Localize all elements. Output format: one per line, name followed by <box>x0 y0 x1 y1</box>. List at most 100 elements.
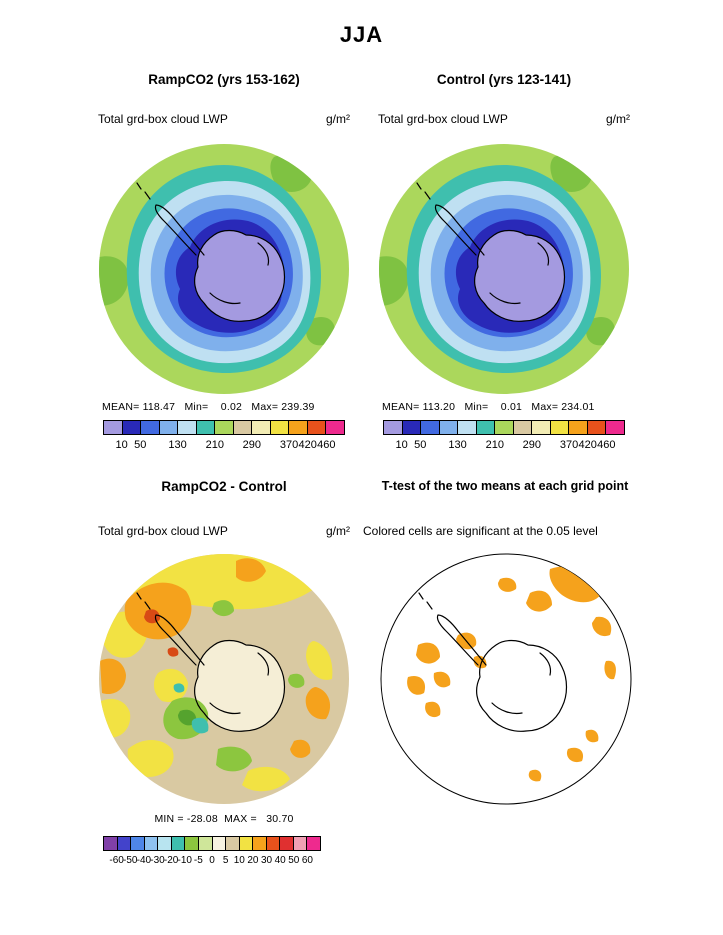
significance-map <box>381 554 631 804</box>
colorbar-tick-label: 210 <box>485 439 504 451</box>
colorbar-cell <box>158 837 172 850</box>
panel-title-ttest: T-test of the two means at each grid poi… <box>381 479 629 493</box>
colorbar-cell <box>144 837 159 850</box>
colorbar-cell <box>293 837 308 850</box>
colorbar-tick-label: -10 <box>177 855 192 866</box>
colorbar-tick-label: -5 <box>193 855 203 866</box>
colorbar-cell <box>307 421 327 434</box>
colorbar-difference <box>103 836 321 851</box>
colorbar-control <box>383 420 625 435</box>
colorbar-tick-label: 10 <box>395 439 408 451</box>
stats-control: MEAN= 113.20 Min= 0.01 Max= 234.01 <box>382 401 595 413</box>
subtitle-row-rampco2: Total grd-box cloud LWP g/m² <box>98 112 350 126</box>
colorbar-tick-label: 290 <box>242 439 262 451</box>
colorbar-cell <box>606 421 624 434</box>
colorbar-tick-label: 420 <box>298 439 317 451</box>
stats-rampco2: MEAN= 118.47 Min= 0.02 Max= 239.39 <box>102 401 315 413</box>
stats-difference: MIN = -28.08 MAX = 30.70 <box>154 813 294 825</box>
colorbar-tick-label: 370 <box>559 439 579 451</box>
colorbar-tick-label: 370 <box>279 439 299 451</box>
panel-title-difference: RampCO2 - Control <box>161 479 287 494</box>
colorbar-ticks-control: 10 50 130 210 290 370 420 460 <box>383 439 625 453</box>
map-ttest <box>380 553 632 805</box>
colorbar-cell <box>252 421 271 434</box>
colorbar-cell <box>226 837 240 850</box>
colorbar-tick-label: 50 <box>134 439 147 451</box>
difference-contour-map <box>98 553 350 805</box>
variable-label: Total grd-box cloud LWP <box>98 524 228 538</box>
variable-label: Total grd-box cloud LWP <box>98 112 228 126</box>
colorbar-ticks-difference: -60 -50 -40 -30 -20 -10 -5 0 5 10 20 30 40 50 60 <box>103 855 321 869</box>
colorbar-cell <box>421 421 440 434</box>
colorbar-cell <box>185 837 199 850</box>
colorbar-tick-label: 50 <box>414 439 427 451</box>
colorbar-tick-label: 10 <box>115 439 128 451</box>
colorbar-tick-label: 460 <box>597 439 616 451</box>
colorbar-cell <box>122 421 142 434</box>
colorbar-cell <box>159 421 179 434</box>
colorbar-ticks-rampco2: 10 50 130 210 290 370 420 460 <box>103 439 345 453</box>
colorbar-cell <box>178 421 197 434</box>
colorbar-cell <box>104 837 118 850</box>
figure-title: JJA <box>339 22 384 47</box>
colorbar-cell <box>198 837 213 850</box>
colorbar-tick-label: -60 <box>109 855 124 866</box>
lwp-contour-map <box>378 143 630 395</box>
colorbar-cell <box>280 837 294 850</box>
colorbar-cell <box>476 421 496 434</box>
subtitle-row-difference: Total grd-box cloud LWP g/m² <box>98 524 350 538</box>
colorbar-cell <box>131 837 145 850</box>
map-control <box>378 143 630 395</box>
colorbar-tick-label: 60 <box>301 855 313 866</box>
colorbar-tick-label: -40 <box>136 855 152 866</box>
colorbar-tick-label: 40 <box>274 855 286 866</box>
colorbar-cell <box>439 421 459 434</box>
units-label: g/m² <box>326 112 350 126</box>
colorbar-cell <box>104 421 123 434</box>
colorbar-tick-label: 20 <box>247 855 259 866</box>
colorbar-tick-label: -30 <box>150 855 165 866</box>
colorbar-cell <box>326 421 344 434</box>
units-label: g/m² <box>326 524 350 538</box>
map-rampco2 <box>98 143 350 395</box>
colorbar-tick-label: 130 <box>168 439 187 451</box>
colorbar-cell <box>253 837 267 850</box>
colorbar-tick-label: -50 <box>123 855 138 866</box>
colorbar-cell <box>212 837 227 850</box>
colorbar-cell <box>402 421 422 434</box>
colorbar-tick-label: 50 <box>288 855 300 866</box>
colorbar-cell <box>550 421 570 434</box>
map-rampco2-svg <box>98 143 350 395</box>
map-control-svg <box>378 143 630 395</box>
colorbar-cell <box>196 421 216 434</box>
colorbar-cell <box>117 837 132 850</box>
colorbar-tick-label: 210 <box>205 439 224 451</box>
map-ttest-svg <box>380 553 632 805</box>
colorbar-rampco2 <box>103 420 345 435</box>
colorbar-cell <box>458 421 477 434</box>
colorbar-tick-label: 290 <box>522 439 542 451</box>
colorbar-cell <box>289 421 308 434</box>
map-difference-svg <box>98 553 350 805</box>
colorbar-cell <box>270 421 290 434</box>
colorbar-cell <box>266 837 281 850</box>
panel-title-rampco2: RampCO2 (yrs 153-162) <box>148 72 300 87</box>
colorbar-tick-label: 10 <box>233 855 245 866</box>
units-label: g/m² <box>606 112 630 126</box>
lwp-contour-map <box>98 143 350 395</box>
colorbar-cell <box>569 421 588 434</box>
colorbar-tick-label: 30 <box>260 855 273 866</box>
colorbar-cell <box>513 421 533 434</box>
map-difference <box>98 553 350 805</box>
colorbar-cell <box>233 421 253 434</box>
colorbar-cell <box>532 421 551 434</box>
colorbar-cell <box>495 421 514 434</box>
colorbar-cell <box>384 421 403 434</box>
subtitle-row-control: Total grd-box cloud LWP g/m² <box>378 112 630 126</box>
colorbar-cell <box>587 421 607 434</box>
colorbar-tick-label: 0 <box>209 855 215 866</box>
colorbar-cell <box>171 837 186 850</box>
colorbar-cell <box>141 421 160 434</box>
colorbar-tick-label: 460 <box>317 439 336 451</box>
